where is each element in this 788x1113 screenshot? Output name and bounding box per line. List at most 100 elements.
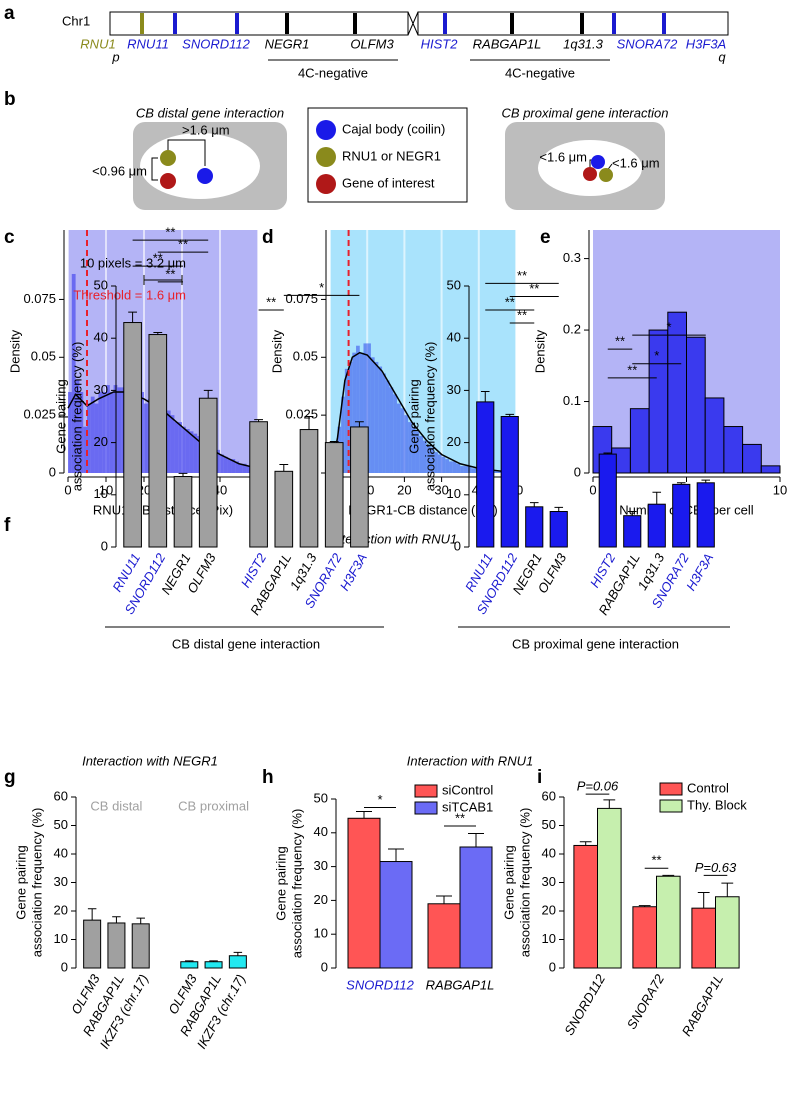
hist-bar xyxy=(239,463,243,473)
hist-bar xyxy=(182,426,186,473)
significance-label: * xyxy=(377,792,382,807)
error-bar xyxy=(254,419,264,422)
y-axis-label: Gene pairing xyxy=(13,845,28,919)
x-tick-label: RABGAP1L xyxy=(426,977,495,992)
panel-label: a xyxy=(4,3,15,24)
legend-swatch xyxy=(414,784,438,798)
significance-label: P=0.63 xyxy=(695,860,737,875)
error-bar xyxy=(153,331,163,335)
significance-label: ** xyxy=(165,266,175,281)
significance-label: ** xyxy=(529,281,539,296)
y-tick-label: 30 xyxy=(447,382,461,397)
y-tick-label: 10 xyxy=(542,931,556,946)
x-tick-label: 10 xyxy=(99,482,113,497)
hist-bar xyxy=(242,463,247,473)
hist-bar xyxy=(415,431,420,473)
bar xyxy=(350,426,369,548)
bar xyxy=(148,334,168,548)
dot xyxy=(160,173,176,189)
panel-label: h xyxy=(262,767,274,788)
x-tick-label: 0 xyxy=(589,482,596,497)
error-bar xyxy=(529,502,539,507)
gene-band xyxy=(662,13,666,34)
hist-bar xyxy=(493,470,498,473)
hist-bar xyxy=(430,447,435,473)
y-tick-label: 30 xyxy=(542,874,556,889)
bar xyxy=(249,421,268,548)
error-bar xyxy=(603,452,613,455)
hist-bar xyxy=(140,392,144,473)
error-bar xyxy=(554,506,564,512)
hist-bar xyxy=(227,459,232,473)
bar xyxy=(324,442,344,548)
hist-bar xyxy=(378,366,383,473)
hist-bar xyxy=(471,468,476,473)
hist-bar xyxy=(452,461,457,473)
group-label: CB proximal xyxy=(178,798,249,813)
significance-label: ** xyxy=(505,294,515,309)
significance-label: ** xyxy=(266,294,276,309)
hist-bar xyxy=(79,392,84,473)
error-bar xyxy=(721,882,734,897)
significance-label: * xyxy=(654,348,659,363)
bar xyxy=(598,453,617,548)
hist-bar xyxy=(193,433,198,473)
x-axis-label: CB proximal gene interaction xyxy=(512,636,679,651)
hist-bar xyxy=(400,408,405,473)
y-tick-label: 0.025 xyxy=(285,407,318,422)
gene-band xyxy=(140,13,144,34)
distance-label: <1.6 μm xyxy=(539,149,587,164)
x-tick-label: 0 xyxy=(64,482,71,497)
centromere xyxy=(407,11,419,36)
y-axis-label: Gene pairing xyxy=(53,379,68,453)
hist-bar xyxy=(216,449,220,473)
y-axis-label: association frequency (%) xyxy=(29,808,44,958)
diagram-title: CB distal gene interaction xyxy=(136,105,284,120)
y-axis-label: Gene pairing xyxy=(406,379,421,453)
gene-label: OLFM3 xyxy=(350,36,394,51)
panel-label: e xyxy=(540,227,551,248)
hist-bar xyxy=(356,345,360,473)
group-label: CB distal xyxy=(90,798,142,813)
y-tick-label: 30 xyxy=(94,382,108,397)
y-axis-label: Density xyxy=(7,329,22,373)
y-tick-label: 50 xyxy=(54,817,68,832)
dot xyxy=(197,168,213,184)
distance-label: >1.6 μm xyxy=(182,122,230,137)
bar xyxy=(459,846,493,969)
error-bar xyxy=(701,479,711,483)
hist-bar xyxy=(449,461,453,473)
y-tick-label: 0.1 xyxy=(563,393,581,408)
gene-label: NEGR1 xyxy=(265,36,310,51)
hist-bar xyxy=(382,373,386,473)
y-axis-label: Density xyxy=(269,329,284,373)
annotation: Threshold = 1.6 μm xyxy=(73,287,186,302)
hist-bar xyxy=(352,352,357,473)
hist-bar xyxy=(117,387,122,473)
hist-bar xyxy=(166,410,171,473)
chromosome-arm-q xyxy=(417,11,729,36)
legend-swatch xyxy=(316,120,336,140)
legend-swatch xyxy=(659,782,683,796)
gene-band xyxy=(510,13,514,34)
legend-label: Gene of interest xyxy=(342,175,435,190)
legend-swatch xyxy=(316,147,336,167)
hist-bar xyxy=(742,443,762,474)
hist-bar xyxy=(423,440,427,473)
hist-bar xyxy=(174,422,179,473)
gene-label: HIST2 xyxy=(421,36,459,51)
error-bar xyxy=(356,811,372,819)
error-bar xyxy=(178,472,188,477)
hist-bar xyxy=(231,459,236,473)
panel-label: f xyxy=(4,515,11,536)
y-tick-label: 30 xyxy=(314,858,328,873)
legend-swatch xyxy=(414,801,438,815)
significance-label: ** xyxy=(517,307,527,322)
error-bar xyxy=(279,464,289,472)
hist-bar xyxy=(445,459,450,473)
y-tick-label: 20 xyxy=(447,434,461,449)
dot xyxy=(591,155,605,169)
bar xyxy=(123,322,142,548)
chromosome-name: Chr1 xyxy=(62,13,90,28)
hist-bar xyxy=(723,426,744,474)
